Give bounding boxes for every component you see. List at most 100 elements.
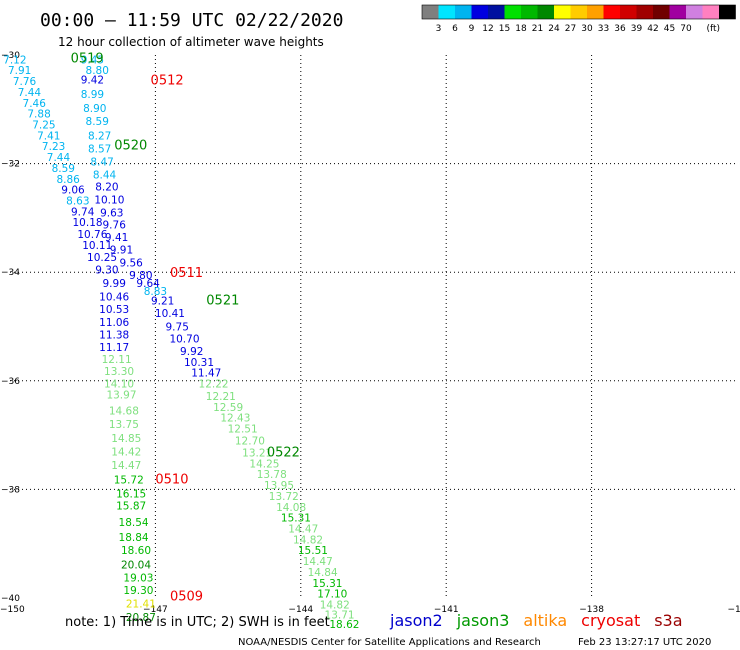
color-scale-label: 30 — [581, 24, 593, 34]
color-swatch — [686, 5, 703, 19]
wave-height-value: 18.62 — [329, 619, 359, 631]
x-tick-label: −150 — [0, 605, 25, 615]
wave-height-value: 13.72 — [269, 491, 299, 503]
wave-height-value: 15.51 — [298, 545, 328, 557]
wave-height-value: 13.71 — [325, 609, 355, 621]
satellite-jason3-label: jason3 — [456, 611, 510, 630]
wave-height-value: 18.54 — [119, 517, 149, 529]
wave-height-value: 9.99 — [103, 278, 126, 290]
wave-height-value: 8.80 — [86, 65, 109, 77]
wave-height-value: 9.64 — [136, 278, 160, 290]
y-tick-label: −30 — [1, 51, 20, 61]
color-scale-label: 36 — [614, 24, 626, 34]
data-points: 7.12 9.457.91 8.807.767.447.467.887.257.41… — [3, 54, 359, 631]
wave-height-value: 7.88 — [27, 109, 50, 121]
wave-height-value: 10.18 — [73, 217, 103, 229]
wave-height-value: 14.84 — [308, 567, 338, 579]
color-swatch — [422, 5, 439, 19]
color-swatch — [455, 5, 472, 19]
wave-height-value: 9.06 — [61, 185, 85, 197]
wave-height-value: 9.42 — [81, 74, 104, 86]
wave-height-value: 9.30 — [95, 264, 118, 276]
color-scale-label: 45 — [664, 24, 675, 34]
wave-height-value: 10.53 — [99, 304, 129, 316]
wave-height-value: 8.99 — [81, 89, 104, 101]
wave-height-value: 19.03 — [123, 572, 153, 584]
y-tick-label: −38 — [1, 485, 20, 495]
color-scale-unit: (ft) — [707, 24, 721, 34]
wave-height-value: 9.80 — [129, 270, 152, 282]
chart-title: 00:00 – 11:59 UTC 02/22/2020 — [40, 10, 343, 31]
wave-height-value: 15.87 — [116, 501, 146, 513]
color-swatch — [719, 5, 736, 19]
wave-height-value: 8.59 — [52, 163, 75, 175]
wave-height-value: 15.31 — [312, 578, 342, 590]
color-scale-label: 3 — [436, 24, 442, 34]
wave-height-value: 11.47 — [191, 368, 221, 380]
wave-height-value: 14.10 — [104, 379, 134, 391]
wave-height-value: 21.41 — [126, 598, 156, 610]
satellite-s3a-label: s3a — [654, 611, 682, 630]
satellite-jason2-label: jason2 — [389, 611, 443, 630]
footer-timestamp: Feb 23 13:27:17 UTC 2020 — [578, 637, 711, 648]
wave-height-value: 19.30 — [123, 585, 153, 597]
color-swatch — [620, 5, 637, 19]
wave-height-value: 11.17 — [99, 342, 129, 354]
axis-ticks: −150 −147 −144 −141 −138 −13 −30 −32 −34 −36 −38 −4… — [0, 51, 740, 615]
color-scale-frame — [421, 4, 736, 20]
wave-height-value: 9.21 — [151, 295, 174, 307]
satellite-legend: jason2 jason3 altika cryosat s3a — [389, 611, 683, 630]
pass-time-label: 0511 — [170, 266, 203, 281]
wave-height-value: 8.20 — [95, 181, 118, 193]
pass-time-label: 0509 — [170, 589, 203, 604]
wave-height-value: 9.63 — [100, 207, 123, 219]
y-tick-label: −40 — [1, 594, 20, 604]
wave-height-value: 10.46 — [99, 292, 129, 304]
wave-height-value: 10.76 — [77, 229, 107, 241]
wave-height-value: 12.43 — [220, 413, 250, 425]
wave-height-value: 7.41 — [37, 130, 60, 142]
pass-time-label: 0521 — [206, 293, 239, 308]
wave-height-value: 8.44 — [93, 169, 117, 181]
wave-height-value: 15.72 — [114, 475, 144, 487]
color-scale-label: 24 — [548, 24, 560, 34]
wave-height-value: 13.21 — [242, 447, 272, 459]
wave-height-value: 8.86 — [56, 174, 80, 186]
color-scale-label: 9 — [469, 24, 475, 34]
color-swatch — [537, 5, 554, 19]
wave-height-value: 10.70 — [169, 333, 199, 345]
wave-height-value: 7.23 — [42, 141, 65, 153]
wave-height-value: 10.11 — [82, 240, 112, 252]
wave-height-value: 8.47 — [90, 156, 113, 168]
pass-time-label: 0520 — [114, 139, 147, 154]
wave-height-value: 14.47 — [303, 556, 333, 568]
y-tick-label: −36 — [1, 377, 20, 387]
wave-height-value: 7.44 — [47, 152, 71, 164]
wave-height-value: 7.76 — [13, 76, 37, 88]
wave-height-value: 11.06 — [99, 317, 129, 329]
x-tick-label: −13 — [728, 605, 740, 615]
wave-height-value: 12.51 — [228, 424, 258, 436]
color-scale-label: 18 — [515, 24, 527, 34]
wave-height-value: 8.83 — [144, 286, 167, 298]
wave-height-value: 9.91 — [110, 244, 133, 256]
color-scale-label: 70 — [680, 24, 692, 34]
color-scale-label: 6 — [452, 24, 458, 34]
color-swatch — [653, 5, 670, 19]
color-swatch — [554, 5, 571, 19]
wave-height-value: 9.56 — [119, 257, 143, 269]
wave-height-value: 9.75 — [166, 322, 189, 334]
pass-time-label: 0519 — [71, 52, 104, 67]
wave-height-value: 14.08 — [276, 502, 306, 514]
color-scale-label: 12 — [482, 24, 493, 34]
color-scale-label: 27 — [565, 24, 576, 34]
wave-height-value: 14.42 — [111, 446, 141, 458]
wave-height-value: 13.95 — [264, 480, 294, 492]
pass-time-label: 0522 — [267, 445, 300, 460]
wave-height-value: 12.59 — [213, 402, 243, 414]
wave-height-value: 10.25 — [87, 252, 117, 264]
wave-height-value: 7.91 — [8, 65, 31, 77]
wave-height-value: 13.97 — [106, 389, 136, 401]
wave-height-value: 20.87 — [126, 612, 156, 624]
